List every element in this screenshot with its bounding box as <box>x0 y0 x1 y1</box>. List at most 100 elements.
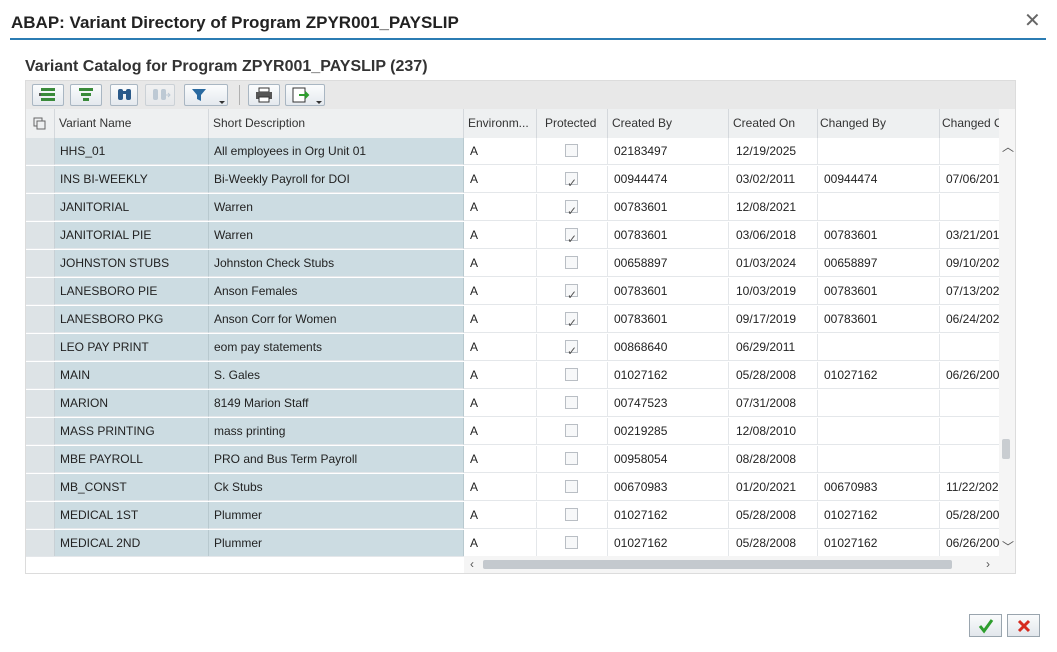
row-selector[interactable] <box>26 502 55 529</box>
row-selector[interactable] <box>26 278 55 305</box>
environment-cell[interactable]: A <box>464 250 537 277</box>
protected-checkbox[interactable] <box>565 144 578 157</box>
created-by-cell[interactable]: 00783601 <box>608 278 729 305</box>
short-description-cell[interactable]: Warren <box>209 194 464 221</box>
close-icon[interactable]: ✕ <box>1024 10 1041 32</box>
protected-checkbox[interactable] <box>565 396 578 409</box>
changed-by-cell[interactable]: 00944474 <box>818 166 940 193</box>
changed-on-cell[interactable] <box>940 138 999 165</box>
cancel-button[interactable] <box>1007 614 1040 637</box>
environment-cell[interactable]: A <box>464 138 537 165</box>
short-description-cell[interactable]: Warren <box>209 222 464 249</box>
created-by-cell[interactable]: 01027162 <box>608 362 729 389</box>
table-row[interactable]: JANITORIAL PIEWarrenA0078360103/06/20180… <box>26 222 999 250</box>
changed-by-cell[interactable]: 01027162 <box>818 530 940 556</box>
created-on-cell[interactable]: 05/28/2008 <box>729 362 818 389</box>
changed-by-cell[interactable] <box>818 194 940 221</box>
variant-name-cell[interactable]: MARION <box>55 390 209 417</box>
created-by-cell[interactable]: 00747523 <box>608 390 729 417</box>
header-created-by[interactable]: Created By <box>608 109 729 138</box>
table-row[interactable]: HHS_01 All employees in Org Unit 01 A 02183… <box>26 138 999 166</box>
header-changed-on[interactable]: Changed O <box>940 109 999 138</box>
short-description-cell[interactable]: S. Gales <box>209 362 464 389</box>
changed-on-cell[interactable]: 06/24/202 <box>940 306 999 333</box>
environment-cell[interactable]: A <box>464 530 537 556</box>
variant-name-cell[interactable]: INS BI-WEEKLY <box>55 166 209 193</box>
changed-by-cell[interactable]: 00658897 <box>818 250 940 277</box>
environment-cell[interactable]: A <box>464 362 537 389</box>
scroll-down-icon[interactable]: ﹀ <box>1002 540 1015 554</box>
changed-on-cell[interactable]: 06/26/200 <box>940 530 999 556</box>
protected-checkbox[interactable] <box>565 424 578 437</box>
row-selector[interactable] <box>26 530 55 556</box>
changed-on-cell[interactable] <box>940 390 999 417</box>
header-created-on[interactable]: Created On <box>729 109 818 138</box>
changed-by-cell[interactable]: 00783601 <box>818 306 940 333</box>
table-row[interactable]: MEDICAL 2ND Plummer A 01027162 05/28/2008 010… <box>26 530 999 556</box>
changed-on-cell[interactable]: 09/10/202 <box>940 250 999 277</box>
created-by-cell[interactable]: 00670983 <box>608 474 729 501</box>
changed-by-cell[interactable] <box>818 390 940 417</box>
table-row[interactable]: MASS PRINTING mass printing A 00219285 12/08… <box>26 418 999 446</box>
variant-name-cell[interactable]: MBE PAYROLL <box>55 446 209 473</box>
created-on-cell[interactable]: 05/28/2008 <box>729 530 818 556</box>
changed-on-cell[interactable] <box>940 194 999 221</box>
variant-name-cell[interactable]: JANITORIAL PIE <box>55 222 209 249</box>
created-on-cell[interactable]: 03/02/2011 <box>729 166 818 193</box>
vertical-scrollbar[interactable]: ︿ ﹀ <box>999 138 1015 556</box>
table-row[interactable]: MARION 8149 Marion Staff A 00747523 07/31/20… <box>26 390 999 418</box>
short-description-cell[interactable]: All employees in Org Unit 01 <box>209 138 464 165</box>
protected-checkbox[interactable] <box>565 226 578 248</box>
protected-checkbox[interactable] <box>565 338 578 360</box>
changed-on-cell[interactable] <box>940 418 999 445</box>
variant-name-cell[interactable]: MEDICAL 2ND <box>55 530 209 556</box>
short-description-cell[interactable]: Ck Stubs <box>209 474 464 501</box>
changed-on-cell[interactable]: 07/13/202 <box>940 278 999 305</box>
protected-checkbox[interactable] <box>565 480 578 493</box>
short-description-cell[interactable]: Plummer <box>209 502 464 529</box>
protected-checkbox[interactable] <box>565 508 578 521</box>
protected-checkbox[interactable] <box>565 170 578 192</box>
short-description-cell[interactable]: Johnston Check Stubs <box>209 250 464 277</box>
row-selector[interactable] <box>26 250 55 277</box>
environment-cell[interactable]: A <box>464 166 537 193</box>
short-description-cell[interactable]: eom pay statements <box>209 334 464 361</box>
created-by-cell[interactable]: 00958054 <box>608 446 729 473</box>
changed-on-cell[interactable]: 05/28/200 <box>940 502 999 529</box>
short-description-cell[interactable]: PRO and Bus Term Payroll <box>209 446 464 473</box>
scroll-right-icon[interactable]: › <box>986 557 990 571</box>
details-button[interactable] <box>32 84 64 106</box>
created-on-cell[interactable]: 05/28/2008 <box>729 502 818 529</box>
created-on-cell[interactable]: 03/06/2018 <box>729 222 818 249</box>
protected-checkbox[interactable] <box>565 198 578 220</box>
changed-on-cell[interactable] <box>940 446 999 473</box>
changed-by-cell[interactable] <box>818 138 940 165</box>
environment-cell[interactable]: A <box>464 502 537 529</box>
short-description-cell[interactable]: Plummer <box>209 530 464 556</box>
environment-cell[interactable]: A <box>464 194 537 221</box>
variant-name-cell[interactable]: LANESBORO PIE <box>55 278 209 305</box>
variant-name-cell[interactable]: JOHNSTON STUBS <box>55 250 209 277</box>
row-selector[interactable] <box>26 474 55 501</box>
header-short-description[interactable]: Short Description <box>209 109 464 138</box>
row-selector[interactable] <box>26 418 55 445</box>
created-by-cell[interactable]: 01027162 <box>608 502 729 529</box>
table-row[interactable]: MB_CONST Ck Stubs A 00670983 01/20/2021 00670… <box>26 474 999 502</box>
environment-cell[interactable]: A <box>464 390 537 417</box>
row-selector[interactable] <box>26 138 55 165</box>
protected-checkbox[interactable] <box>565 282 578 304</box>
row-selector[interactable] <box>26 390 55 417</box>
confirm-button[interactable] <box>969 614 1002 637</box>
header-changed-by[interactable]: Changed By <box>818 109 940 138</box>
protected-checkbox[interactable] <box>565 310 578 332</box>
short-description-cell[interactable]: Anson Females <box>209 278 464 305</box>
protected-checkbox[interactable] <box>565 452 578 465</box>
environment-cell[interactable]: A <box>464 278 537 305</box>
created-on-cell[interactable]: 01/03/2024 <box>729 250 818 277</box>
created-by-cell[interactable]: 01027162 <box>608 530 729 556</box>
created-on-cell[interactable]: 12/19/2025 <box>729 138 818 165</box>
row-selector[interactable] <box>26 306 55 333</box>
